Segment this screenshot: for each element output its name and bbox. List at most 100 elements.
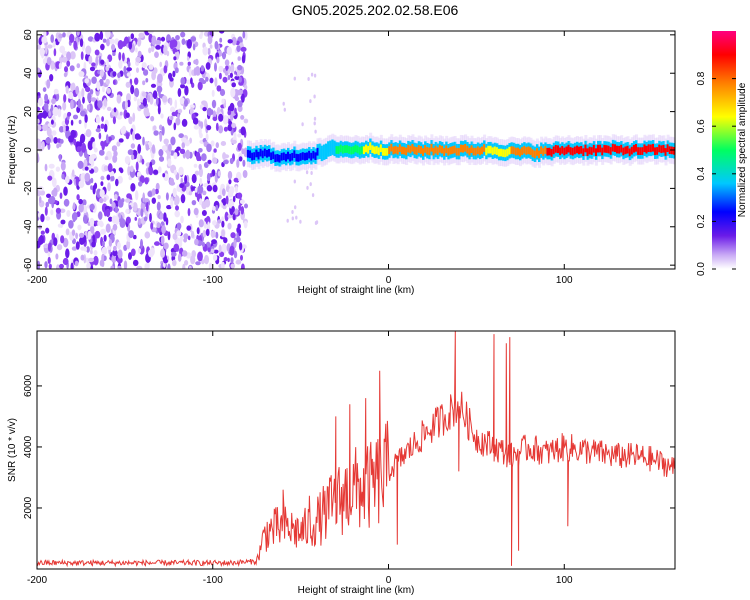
noise-speckle — [37, 140, 42, 149]
noise-speckle — [53, 237, 58, 247]
noise-speckle — [313, 116, 317, 121]
noise-speckle — [179, 183, 185, 189]
noise-speckle — [219, 88, 226, 97]
signal-core — [556, 145, 560, 154]
noise-speckle — [198, 163, 202, 170]
noise-speckle — [44, 163, 48, 172]
noise-speckle — [227, 110, 232, 116]
signal-core — [516, 147, 520, 156]
signal-core — [352, 146, 356, 154]
signal-core — [367, 145, 371, 154]
noise-speckle — [147, 31, 154, 34]
signal-core — [630, 146, 634, 155]
noise-speckle — [227, 39, 233, 44]
signal-core — [559, 147, 563, 156]
noise-speckle — [142, 97, 147, 107]
noise-speckle — [175, 205, 179, 211]
noise-speckle — [147, 94, 151, 103]
noise-speckle — [238, 204, 242, 211]
noise-speckle — [230, 232, 236, 239]
noise-speckle — [213, 148, 217, 153]
signal-core — [508, 146, 512, 155]
noise-speckle — [128, 205, 132, 210]
signal-core — [291, 152, 295, 161]
signal-core — [523, 145, 527, 154]
noise-speckle — [311, 193, 315, 198]
noise-speckle — [117, 241, 121, 250]
noise-speckle — [138, 32, 145, 38]
noise-speckle — [139, 104, 145, 110]
y-tick-label: -40 — [23, 219, 34, 234]
signal-core — [373, 146, 377, 155]
noise-speckle — [154, 188, 159, 195]
noise-speckle — [132, 259, 139, 267]
signal-core — [647, 144, 651, 152]
noise-speckle — [50, 34, 54, 43]
noise-speckle — [223, 237, 228, 244]
x-tick-label: -100 — [203, 575, 223, 586]
noise-speckle — [57, 108, 62, 118]
noise-speckle — [222, 197, 227, 206]
noise-speckle — [45, 137, 51, 144]
noise-speckle — [105, 78, 110, 85]
noise-speckle — [60, 161, 66, 171]
noise-speckle — [47, 256, 51, 264]
noise-speckle — [212, 220, 217, 226]
noise-speckle — [174, 99, 178, 109]
noise-speckle — [53, 88, 59, 95]
signal-core — [468, 147, 472, 156]
noise-speckle — [99, 220, 103, 226]
noise-speckle — [200, 65, 205, 72]
noise-speckle — [222, 115, 229, 125]
noise-speckle — [194, 238, 199, 246]
noise-speckle — [134, 216, 138, 221]
noise-speckle — [231, 82, 236, 88]
noise-speckle — [45, 44, 48, 55]
noise-speckle — [179, 61, 184, 66]
noise-speckle — [237, 89, 243, 96]
noise-speckle — [44, 93, 49, 102]
noise-speckle — [74, 260, 79, 267]
noise-speckle — [221, 98, 225, 104]
noise-speckle — [117, 265, 122, 269]
noise-speckle — [63, 186, 68, 196]
signal-core — [487, 145, 491, 154]
signal-core — [354, 144, 358, 153]
noise-speckle — [88, 257, 95, 263]
signal-core — [371, 145, 375, 153]
noise-speckle — [204, 254, 209, 265]
signal-core — [405, 147, 409, 156]
noise-speckle — [171, 111, 177, 117]
noise-speckle — [214, 40, 219, 50]
noise-speckle — [230, 263, 236, 269]
noise-speckle — [183, 238, 188, 243]
signal-core — [632, 144, 636, 153]
noise-speckle — [228, 179, 232, 185]
noise-speckle — [201, 153, 207, 162]
noise-speckle — [43, 102, 49, 111]
noise-speckle — [148, 165, 152, 173]
noise-speckle — [159, 132, 163, 142]
noise-speckle — [163, 212, 167, 222]
noise-speckle — [43, 244, 49, 249]
noise-speckle — [230, 257, 234, 264]
noise-speckle — [108, 216, 113, 222]
noise-speckle — [72, 114, 79, 120]
signal-core — [362, 146, 366, 155]
noise-speckle — [202, 229, 207, 238]
noise-speckle — [187, 61, 191, 66]
noise-speckle — [110, 265, 115, 269]
noise-speckle — [41, 141, 45, 150]
colorbar-tick-label: 0.4 — [696, 166, 707, 180]
signal-core — [504, 149, 508, 158]
noise-speckle — [77, 160, 84, 169]
noise-speckle — [219, 37, 223, 43]
noise-speckle — [79, 236, 85, 245]
noise-speckle — [219, 251, 225, 258]
signal-core — [251, 152, 255, 161]
noise-speckle — [226, 46, 232, 56]
noise-speckle — [128, 41, 133, 50]
signal-core — [451, 146, 455, 154]
noise-speckle — [87, 92, 92, 103]
noise-speckle — [140, 208, 144, 218]
